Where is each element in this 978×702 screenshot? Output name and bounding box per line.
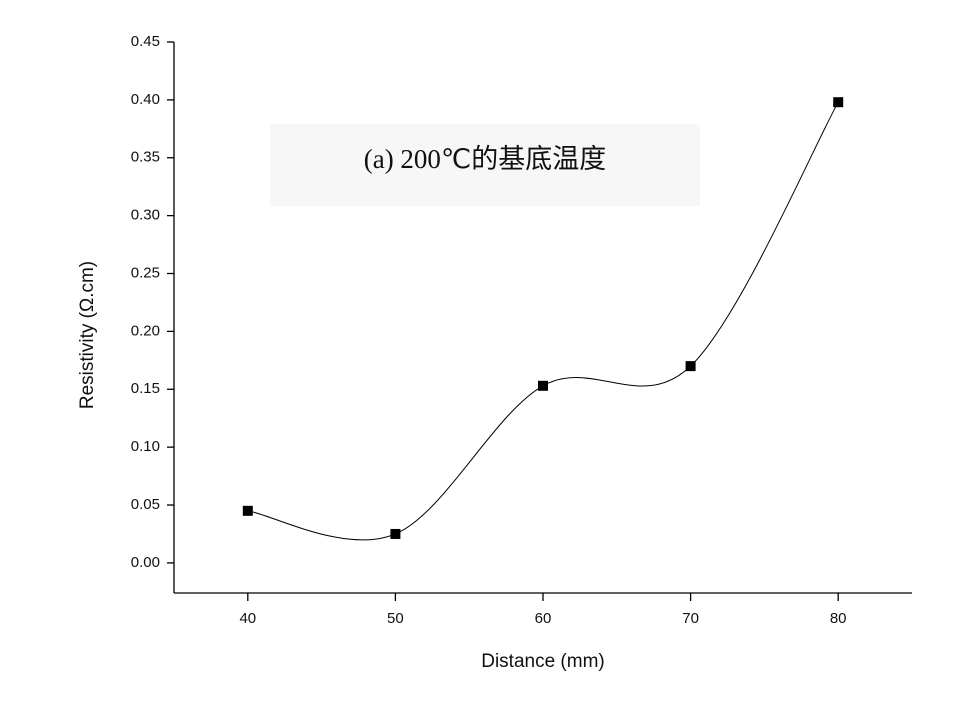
x-tick-label: 40 <box>239 610 256 627</box>
y-tick-label: 0.10 <box>131 438 160 455</box>
x-axis-label: Distance (mm) <box>481 651 605 672</box>
y-tick-label: 0.15 <box>131 380 160 397</box>
x-tick-label: 50 <box>387 610 404 627</box>
y-tick-label: 0.00 <box>131 554 160 571</box>
y-tick-label: 0.20 <box>131 322 160 339</box>
y-tick-label: 0.35 <box>131 149 160 166</box>
x-tick-label: 60 <box>535 610 552 627</box>
marker <box>390 528 401 539</box>
x-tick-label: 80 <box>830 610 847 627</box>
y-axis-label: Resistivity (Ω.cm) <box>77 261 98 409</box>
y-tick-label: 0.40 <box>131 91 160 108</box>
y-tick-label: 0.45 <box>131 33 160 50</box>
y-tick-label: 0.25 <box>131 264 160 281</box>
x-tick-label: 70 <box>682 610 699 627</box>
annotation-box <box>270 124 700 206</box>
marker <box>833 97 844 108</box>
smooth-line <box>247 101 839 541</box>
marker <box>242 505 253 516</box>
y-tick-label: 0.05 <box>131 496 160 513</box>
marker <box>685 361 696 372</box>
annotation: (a) 200℃的基底温度 <box>364 144 607 174</box>
y-tick-label: 0.30 <box>131 207 160 224</box>
marker <box>538 380 548 391</box>
